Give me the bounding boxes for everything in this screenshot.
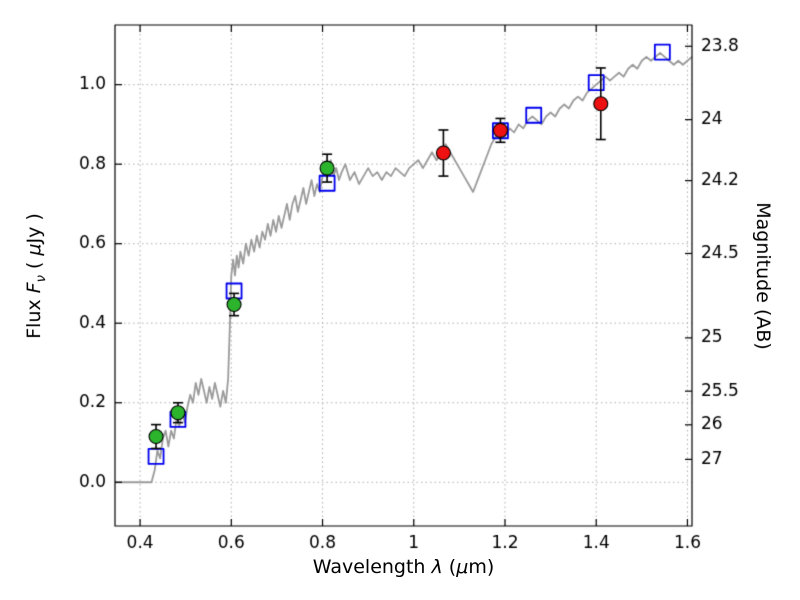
nu-subscript: ν: [33, 275, 49, 283]
y-axis-label-right: Magnitude (AB): [752, 202, 774, 350]
flux-label-paren: (: [23, 255, 46, 276]
mu-symbol-y: μ: [23, 243, 46, 256]
lambda-symbol: λ: [431, 556, 443, 578]
x-axis-label: Wavelength λ (μm): [115, 556, 692, 578]
flux-label-unit: Jy ): [23, 213, 46, 244]
y-axis-label-left: Flux Fν ( μJy ): [23, 213, 49, 339]
x-axis-label-unit: m): [468, 556, 495, 578]
flux-symbol: F: [23, 282, 46, 294]
flux-label-text: Flux: [23, 293, 46, 339]
x-axis-label-paren: (: [442, 556, 457, 578]
x-axis-label-text: Wavelength: [312, 556, 432, 578]
mu-symbol-x: μ: [456, 556, 469, 578]
